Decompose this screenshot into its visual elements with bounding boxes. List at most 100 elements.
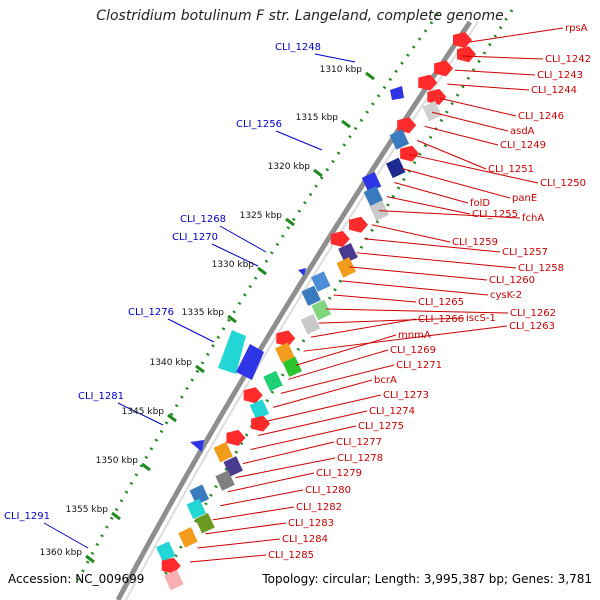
label-leader-line (379, 210, 521, 219)
label-leader-line (273, 379, 373, 408)
label-leader-line (401, 168, 511, 199)
gene-block-small (390, 86, 404, 100)
genome-title: Clostridium botulinum F str. Langeland, … (96, 8, 504, 24)
label-leader-line (394, 182, 469, 204)
gene-label-left: CLI_1270 (172, 232, 218, 243)
kbp-tick-label: 1345 kbp (122, 407, 165, 417)
label-leader-line (117, 402, 164, 426)
gene-block (422, 100, 442, 122)
label-leader-line (220, 489, 304, 507)
gene-label-right: CLI_1244 (531, 85, 577, 96)
gene-label-right: fchA (522, 213, 544, 224)
gene-label-right: CLI_1255 (472, 209, 518, 220)
gene-arrow (251, 415, 271, 432)
kbp-tick (227, 314, 237, 324)
kbp-tick-label: 1310 kbp (320, 65, 363, 75)
gene-block (263, 370, 283, 392)
label-leader-line (288, 349, 389, 380)
gene-label-right: asdA (510, 126, 535, 137)
gene-label-right: CLI_1283 (288, 518, 334, 529)
gene-label-left: CLI_1281 (78, 391, 124, 402)
label-leader-line (348, 266, 488, 281)
kbp-tick-label: 1350 kbp (96, 456, 139, 466)
gene-label-right: CLI_1249 (500, 140, 546, 151)
genome-backbone-highlight (125, 21, 479, 600)
label-leader-line (462, 55, 544, 60)
kbp-tick (257, 266, 267, 276)
gene-arrow (400, 145, 420, 162)
gene-label-right: CLI_1259 (452, 237, 498, 248)
gene-label-right: CLI_1266 (418, 314, 464, 325)
gene-arrow (457, 46, 477, 63)
gene-label-right: CLI_1273 (383, 390, 429, 401)
label-leader-line (205, 522, 287, 535)
gene-label-left: CLI_1256 (236, 119, 282, 130)
kbp-tick-label: 1325 kbp (240, 211, 283, 221)
gene-arrow (161, 557, 181, 574)
gene-label-right: CLI_1265 (418, 297, 464, 308)
kbp-tick-label: 1330 kbp (212, 260, 255, 270)
label-leader-line (189, 554, 267, 563)
gene-arrow (427, 88, 447, 105)
accession-text: Accession: NC_009699 (8, 572, 145, 586)
genome-summary-text: Topology: circular; Length: 3,995,387 bp… (262, 572, 592, 586)
gene-block (338, 242, 358, 264)
gene-block-large (218, 330, 246, 374)
gene-block-large (236, 344, 264, 380)
gene-label-right: CLI_1275 (358, 421, 404, 432)
label-leader-line (295, 334, 397, 366)
label-leader-line (167, 318, 215, 343)
kbp-tick-label: 1355 kbp (66, 505, 109, 515)
label-leader-line (211, 243, 259, 267)
gene-arrow (349, 216, 369, 233)
label-leader-line (333, 294, 417, 303)
gene-label-right: CLI_1246 (518, 111, 564, 122)
gene-label-right: CLI_1277 (336, 437, 382, 448)
gene-label-right: CLI_1258 (518, 263, 564, 274)
label-leader-line (242, 441, 335, 465)
gene-label-left: CLI_1291 (4, 511, 50, 522)
gene-label-right: CLI_1243 (537, 70, 583, 81)
label-leader-line (386, 196, 471, 215)
label-leader-line (280, 364, 395, 394)
kbp-tick (285, 217, 295, 227)
gene-block (311, 271, 331, 292)
gene-arrow (453, 32, 472, 48)
gene-block-small (298, 268, 306, 276)
kbp-tick (195, 364, 205, 374)
gene-label-right: panE (512, 193, 537, 204)
label-leader-line (227, 472, 315, 493)
gene-label-right: CLI_1269 (390, 345, 436, 356)
gene-block (215, 470, 235, 491)
label-leader-line (212, 506, 295, 521)
label-leader-line (326, 308, 509, 314)
kbp-tick-label: 1360 kbp (40, 548, 83, 558)
gene-block (178, 527, 198, 548)
kbp-tick-label: 1340 kbp (150, 358, 193, 368)
gene-label-right: cysK-2 (490, 290, 522, 301)
label-leader-line (219, 225, 267, 253)
label-leader-line (310, 318, 417, 338)
label-leader-line (447, 83, 530, 91)
gene-arrow (226, 429, 246, 446)
label-leader-line (364, 238, 501, 253)
gene-block (282, 356, 302, 378)
gene-block (164, 569, 184, 591)
gene-label-right: CLI_1278 (337, 453, 383, 464)
gene-label-left: CLI_1268 (180, 214, 226, 225)
gene-label-right: CLI_1242 (545, 54, 591, 65)
gene-label-right: CLI_1271 (396, 360, 442, 371)
label-leader-line (235, 457, 336, 479)
label-leader-line (469, 27, 564, 43)
gene-label-right: iscS-1 (466, 313, 496, 324)
gene-block (186, 498, 206, 520)
gene-block (363, 186, 384, 207)
label-leader-line (439, 97, 517, 117)
label-leader-line (250, 425, 357, 451)
kbp-tick-label: 1315 kbp (296, 113, 339, 123)
gene-arrow (330, 230, 350, 247)
kbp-tick (85, 554, 95, 564)
gene-label-right: CLI_1263 (509, 321, 555, 332)
